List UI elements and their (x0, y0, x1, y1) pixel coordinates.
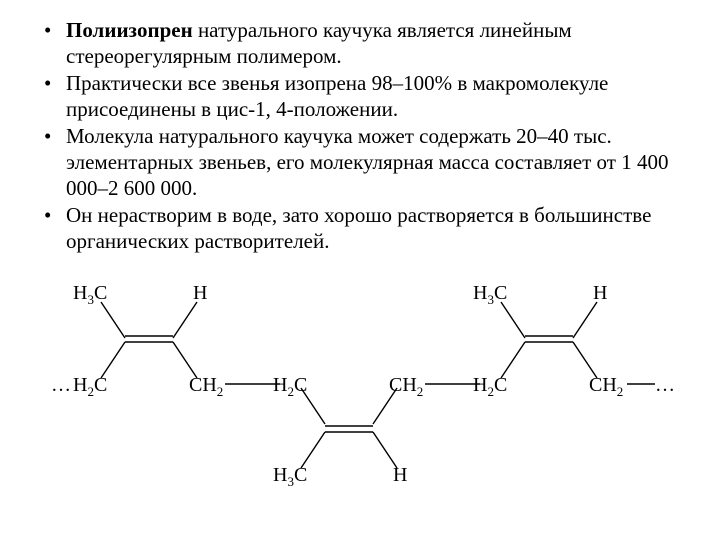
chemical-structure-diagram: H3C H … H2C CH2 H2C CH2 H3C H H3C H H2C … (55, 280, 675, 510)
u1-h3c-label: H3C (73, 282, 107, 308)
u1-ch2-label: CH2 (189, 374, 223, 400)
u3-h2c-label: H2C (473, 374, 507, 400)
u3-h-label: H (593, 282, 607, 305)
bullet-3: Молекула натурального каучука может соде… (44, 124, 690, 201)
u1-h-label: H (193, 282, 207, 305)
u2-h2c-label: H2C (273, 374, 307, 400)
u3-ch2-label: CH2 (589, 374, 623, 400)
bullet-list: Полиизoпрен натурального каучука являетс… (30, 18, 690, 254)
u2-ch2-label: CH2 (389, 374, 423, 400)
u1-h2c-label: H2C (73, 374, 107, 400)
dots-right: … (655, 374, 675, 397)
u2-h-label: H (393, 464, 407, 487)
u3-h3c-label: H3C (473, 282, 507, 308)
bullet-1: Полиизoпрен натурального каучука являетс… (44, 18, 690, 69)
bullet-2: Практически все звенья изопрена 98–100% … (44, 71, 690, 122)
bullet-1-bold: Полиизoпрен (66, 18, 193, 42)
bullet-4: Он нерастворим в воде, зато хорошо раств… (44, 203, 690, 254)
bond-lines (55, 280, 675, 510)
dots-left: … (51, 374, 71, 397)
u2-h3c-label: H3C (273, 464, 307, 490)
